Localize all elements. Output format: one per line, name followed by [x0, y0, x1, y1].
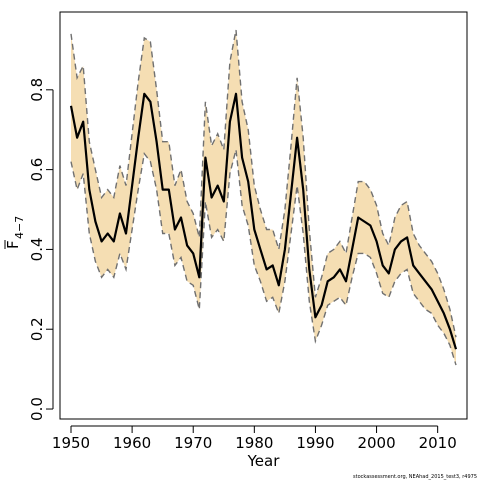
x-tick-label: 1990 [296, 434, 334, 452]
credit-text: stockassessment.org, NEAhad_2015_test3, … [353, 474, 477, 480]
x-tick-label: 2010 [419, 434, 457, 452]
y-tick-label: 0.2 [28, 317, 46, 341]
x-axis: 1950 1960 1970 1980 1990 2000 2010 [52, 425, 457, 452]
x-tick-label: 1950 [52, 434, 90, 452]
upper-bound-line [70, 29, 457, 338]
y-axis-title-main: F [4, 240, 22, 249]
y-tick-label: 0.4 [28, 237, 46, 261]
x-tick-label: 2000 [357, 434, 395, 452]
y-axis-title-subscript: 4−7 [13, 216, 26, 239]
y-tick-label: 0.0 [28, 397, 46, 421]
y-axis-title: F 4−7 [4, 216, 26, 249]
lower-bound-layer [70, 149, 457, 366]
x-tick-label: 1970 [174, 434, 212, 452]
lower-bound-line [70, 149, 457, 366]
confidence-band [71, 30, 456, 366]
estimate-line [69, 92, 458, 350]
x-axis-title: Year [247, 452, 281, 470]
plot-frame [59, 11, 468, 420]
x-tick-label: 1980 [235, 434, 273, 452]
y-axis: 0.0 0.2 0.4 0.6 0.8 [28, 78, 54, 421]
confidence-band-layer [71, 30, 456, 366]
x-tick-label: 1960 [113, 434, 151, 452]
estimate-layer [69, 92, 458, 350]
upper-bound-layer [70, 29, 457, 338]
y-tick-label: 0.6 [28, 158, 46, 182]
y-tick-label: 0.8 [28, 78, 46, 102]
